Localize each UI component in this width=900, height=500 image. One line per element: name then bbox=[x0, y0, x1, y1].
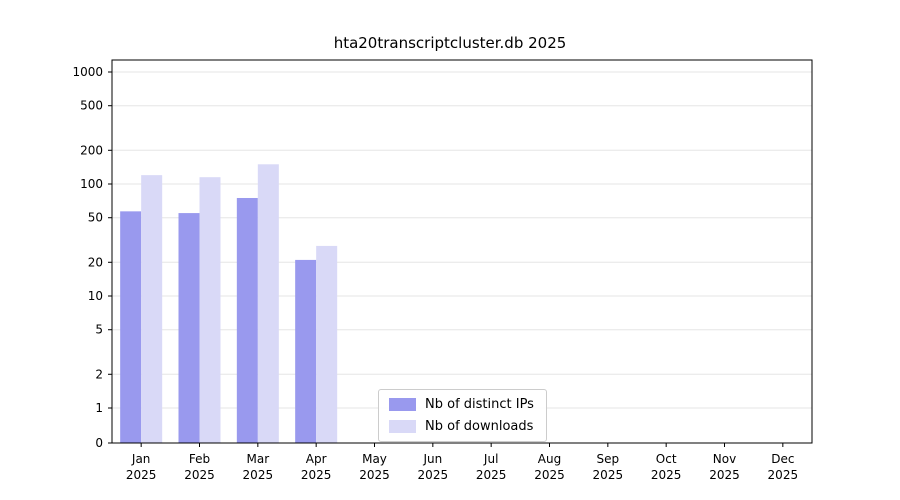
x-tick-label-month: Aug bbox=[538, 452, 561, 466]
x-tick-label-year: 2025 bbox=[709, 468, 740, 482]
x-tick-label-month: Oct bbox=[656, 452, 677, 466]
bar-downloads bbox=[141, 175, 163, 443]
y-tick-label: 50 bbox=[88, 211, 103, 225]
y-tick-label: 10 bbox=[88, 289, 103, 303]
legend-swatch-distinct-ips bbox=[389, 398, 416, 411]
bar-downloads bbox=[199, 177, 221, 443]
bar-downloads bbox=[316, 245, 338, 443]
x-tick-label-month: Jun bbox=[422, 452, 442, 466]
bar-distinct-ips bbox=[236, 197, 258, 443]
y-tick-label: 20 bbox=[88, 255, 103, 269]
x-tick-label-year: 2025 bbox=[768, 468, 799, 482]
legend-label-downloads: Nb of downloads bbox=[425, 419, 534, 434]
bar-distinct-ips bbox=[120, 211, 142, 443]
x-tick-label-year: 2025 bbox=[651, 468, 682, 482]
y-tick-label: 5 bbox=[95, 323, 103, 337]
y-tick-label: 500 bbox=[80, 99, 103, 113]
x-tick-label-year: 2025 bbox=[126, 468, 157, 482]
x-tick-label-year: 2025 bbox=[593, 468, 624, 482]
x-tick-label-year: 2025 bbox=[184, 468, 215, 482]
x-tick-label-year: 2025 bbox=[534, 468, 565, 482]
x-tick-label-year: 2025 bbox=[418, 468, 449, 482]
y-tick-label: 100 bbox=[80, 177, 103, 191]
bar-distinct-ips bbox=[178, 213, 200, 443]
chart-title: hta20transcriptcluster.db 2025 bbox=[333, 34, 567, 52]
x-tick-label-month: Apr bbox=[306, 452, 327, 466]
x-tick-label-month: Jan bbox=[131, 452, 151, 466]
x-tick-label-month: Feb bbox=[189, 452, 210, 466]
x-tick-label-month: May bbox=[362, 452, 387, 466]
legend-item-downloads: Nb of downloads bbox=[389, 419, 534, 434]
x-tick-label-month: Mar bbox=[247, 452, 270, 466]
x-tick-label-month: Sep bbox=[597, 452, 620, 466]
legend-swatch-downloads bbox=[389, 420, 416, 433]
bar-downloads bbox=[257, 164, 279, 444]
plot-border bbox=[111, 59, 813, 444]
bar-distinct-ips bbox=[295, 259, 317, 443]
y-tick-label: 1000 bbox=[72, 65, 103, 79]
y-tick-label: 2 bbox=[95, 367, 103, 381]
legend-item-distinct-ips: Nb of distinct IPs bbox=[389, 397, 534, 412]
x-tick-label-year: 2025 bbox=[301, 468, 332, 482]
x-tick-label-month: Dec bbox=[771, 452, 794, 466]
y-tick-label: 200 bbox=[80, 143, 103, 157]
x-tick-label-year: 2025 bbox=[243, 468, 274, 482]
x-tick-label-year: 2025 bbox=[476, 468, 507, 482]
x-tick-label-month: Nov bbox=[713, 452, 736, 466]
x-tick-label-year: 2025 bbox=[359, 468, 390, 482]
y-tick-label: 1 bbox=[95, 401, 103, 415]
y-tick-label: 0 bbox=[95, 436, 103, 450]
legend: Nb of distinct IPs Nb of downloads bbox=[378, 389, 547, 442]
x-tick-label-month: Jul bbox=[483, 452, 498, 466]
legend-label-distinct-ips: Nb of distinct IPs bbox=[425, 397, 534, 412]
